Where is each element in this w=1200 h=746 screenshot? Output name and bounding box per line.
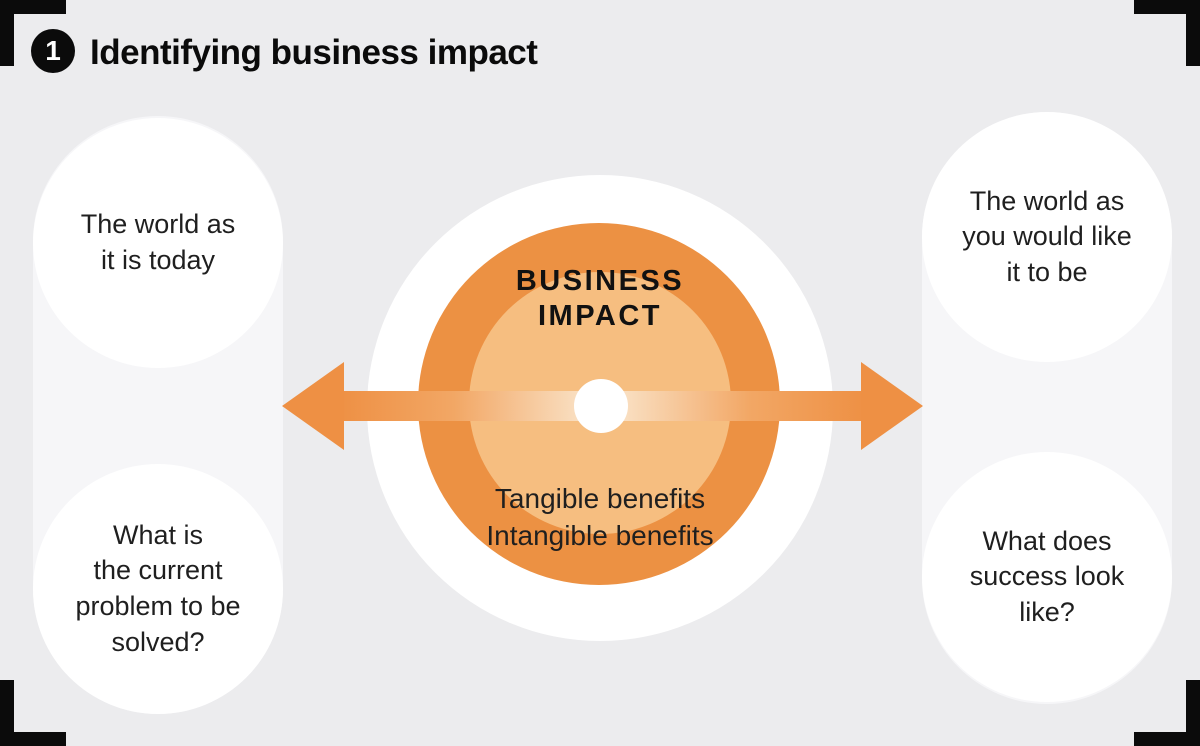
circle-current-problem: What is the current problem to be solved… [33, 464, 283, 714]
circle-world-desired: The world as you would like it to be [922, 112, 1172, 362]
corner-bracket-bottom-right-icon [1134, 680, 1200, 746]
circle-world-desired-label: The world as you would like it to be [962, 185, 1132, 287]
circle-current-problem-label: What is the current problem to be solved… [75, 519, 241, 657]
corner-bracket-bottom-left-icon [0, 680, 66, 746]
circle-success-look-like: What does success look like? [922, 452, 1172, 702]
page-title: Identifying business impact [90, 33, 538, 72]
corner-bracket-top-right-icon [1134, 0, 1200, 66]
circle-world-today-label: The world as it is today [80, 209, 236, 275]
circle-success-look-like-label: What does success look like? [969, 525, 1125, 627]
arrow-head-right-icon [861, 362, 923, 450]
arrow-center-dot [574, 379, 628, 433]
arrow-head-left-icon [282, 362, 344, 450]
step-number: 1 [45, 35, 61, 66]
step-number-badge: 1 [31, 29, 75, 73]
business-impact-label: BUSINESS IMPACT [515, 265, 685, 332]
corner-bracket-top-left-icon [0, 0, 66, 66]
circle-world-today: The world as it is today [33, 118, 283, 368]
benefits-label: Tangible benefits Intangible benefits [486, 483, 714, 551]
